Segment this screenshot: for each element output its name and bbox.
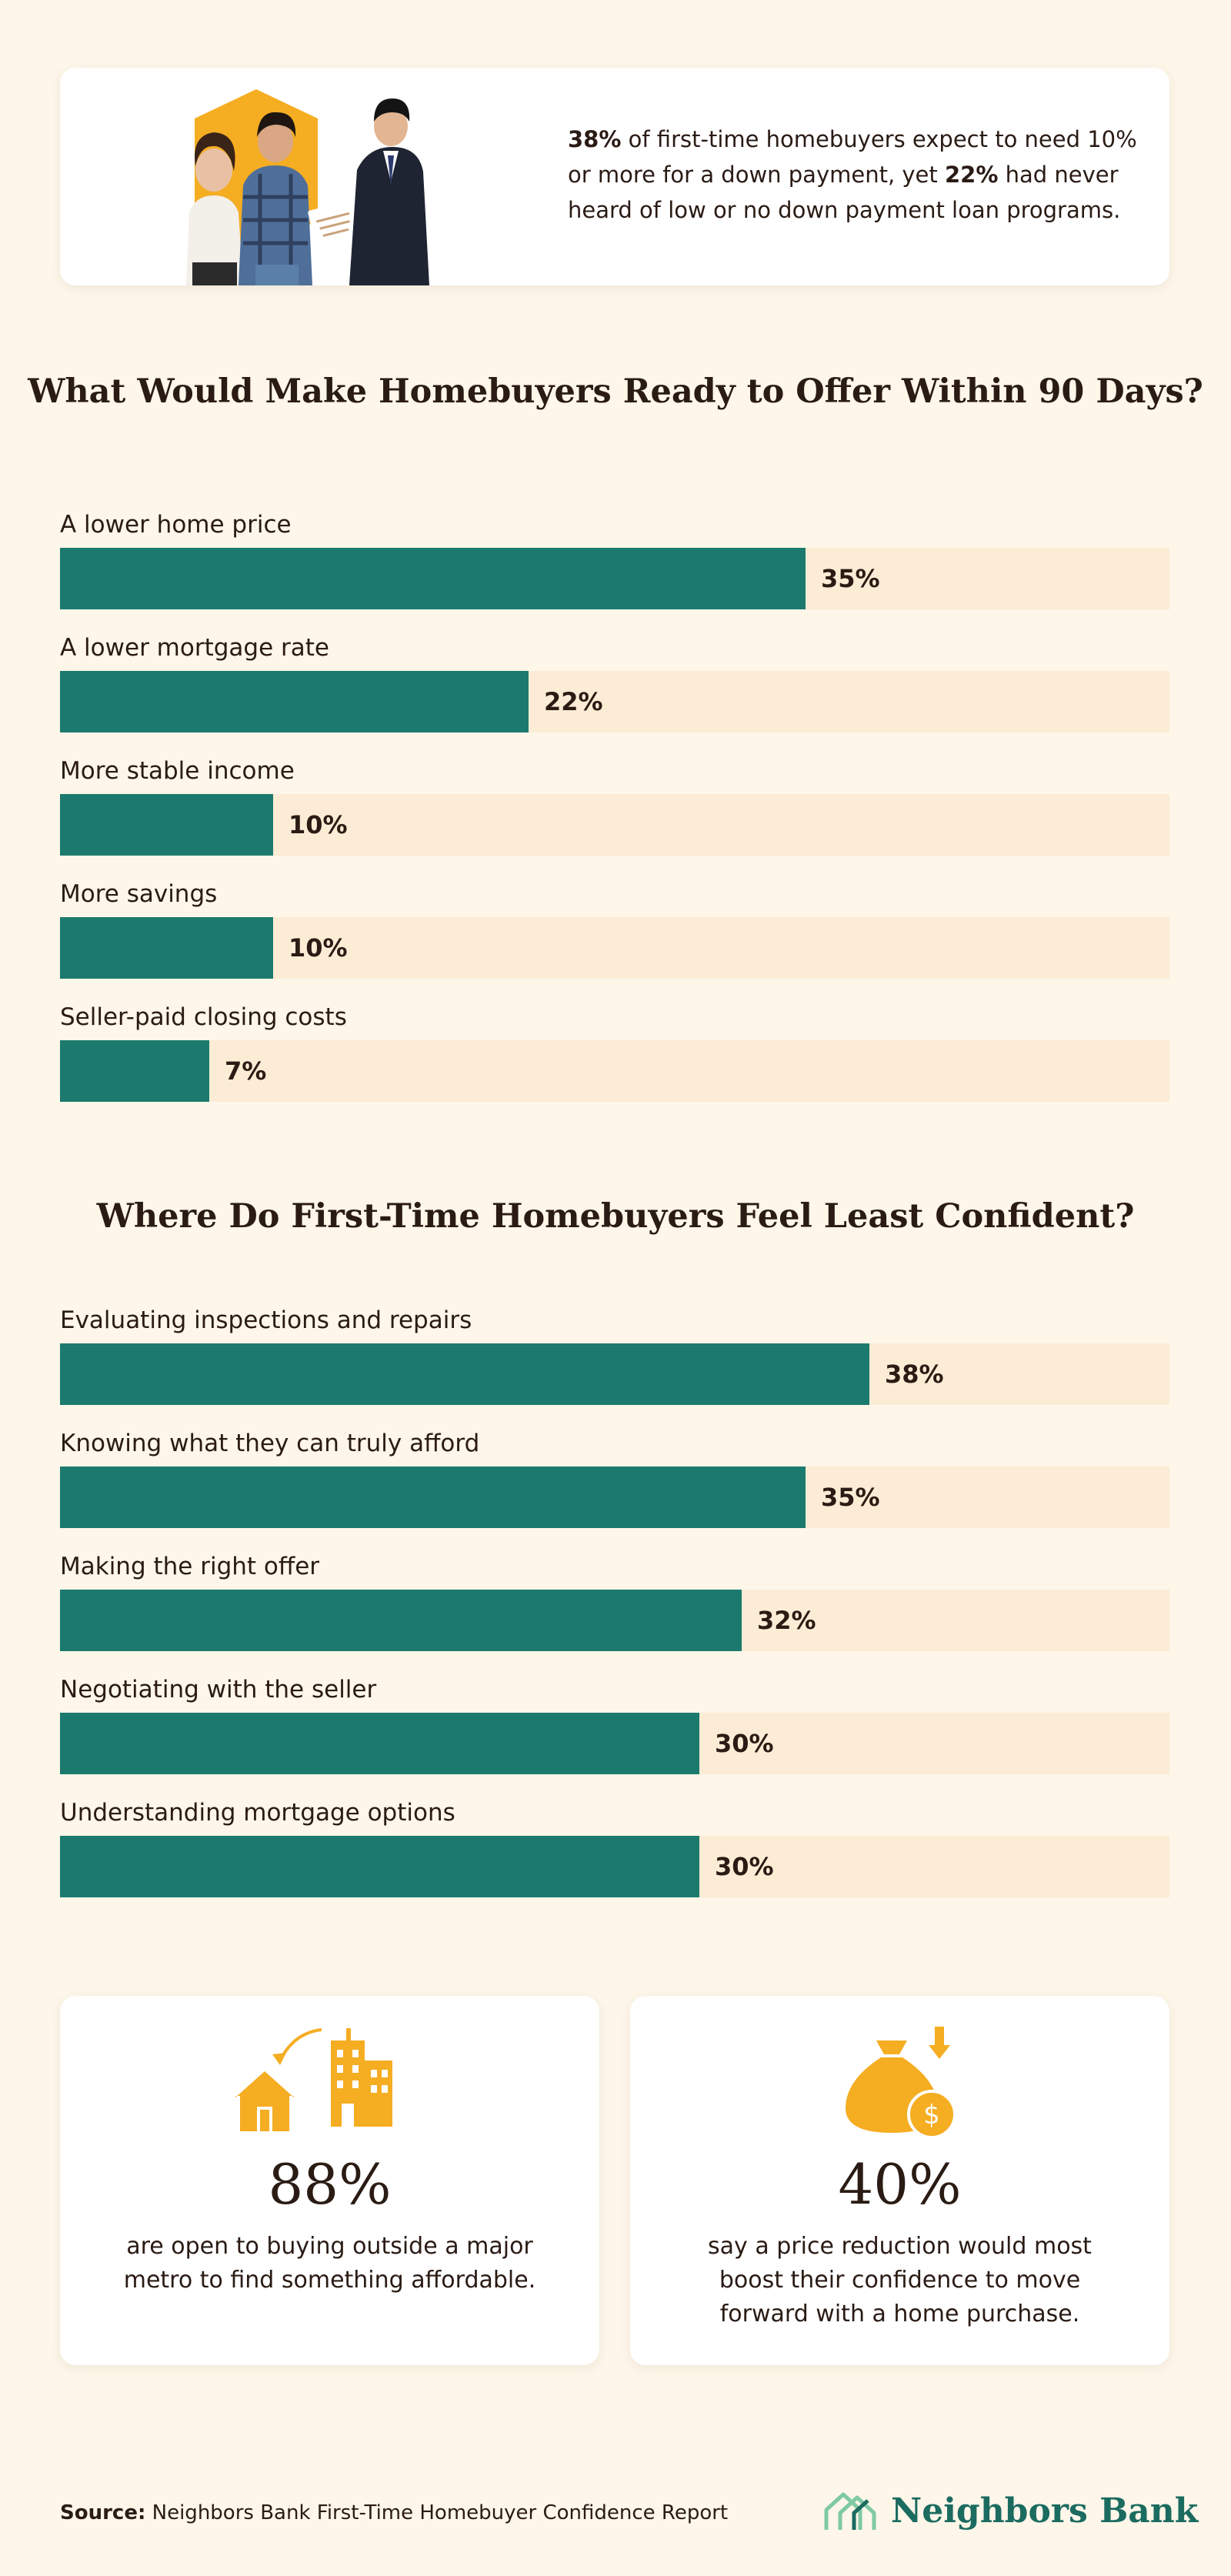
- intro-stat-down-payment: 38%: [568, 126, 622, 152]
- bar-track: 30%: [60, 1836, 1169, 1897]
- source-citation: Source: Neighbors Bank First-Time Homebu…: [60, 2499, 728, 2527]
- bar: [60, 1343, 869, 1405]
- stat-desc-price-reduction: say a price reduction would most boost t…: [708, 2233, 1092, 2327]
- house-logo-icon: [824, 2492, 876, 2530]
- bar-row: Seller-paid closing costs 7%: [60, 1002, 1169, 1102]
- bar-value-label: 35%: [821, 564, 880, 593]
- bar-label: More savings: [60, 880, 218, 908]
- bar-value-label: 30%: [715, 1729, 774, 1758]
- brand-logo: Neighbors Bank: [823, 2482, 1198, 2544]
- bar-label: Knowing what they can truly afford: [60, 1430, 480, 1457]
- bar-track: 10%: [60, 917, 1169, 979]
- source-label: Source:: [60, 2501, 146, 2524]
- bar-value-label: 10%: [289, 810, 348, 839]
- bar-track: 35%: [60, 548, 1169, 609]
- chart1-title: What Would Make Homebuyers Ready to Offe…: [28, 372, 1203, 411]
- bar: [60, 917, 273, 979]
- intro-stat-unaware: 22%: [944, 162, 999, 188]
- intro-text-part1: of first-time homebuyers expect to need …: [568, 126, 1137, 188]
- bar-row: A lower home price 35%: [60, 509, 1169, 609]
- bar: [60, 1713, 699, 1774]
- source-text: Neighbors Bank First-Time Homebuyer Conf…: [145, 2501, 729, 2524]
- bar-label: Negotiating with the seller: [60, 1676, 377, 1703]
- bar-row: More savings 10%: [60, 879, 1169, 979]
- brand-name: Neighbors Bank: [891, 2491, 1199, 2531]
- bar-row: Knowing what they can truly afford 35%: [60, 1428, 1169, 1528]
- intro-card: 38% of first-time homebuyers expect to n…: [60, 68, 1169, 285]
- bar-track: 32%: [60, 1590, 1169, 1651]
- bar-label: Seller-paid closing costs: [60, 1003, 347, 1031]
- intro-text: 38% of first-time homebuyers expect to n…: [568, 122, 1153, 228]
- chart2-bars: Evaluating inspections and repairs 38% Kno…: [60, 1305, 1169, 1905]
- stat-desc-metro: are open to buying outside a major metro…: [123, 2233, 536, 2294]
- bar: [60, 548, 806, 609]
- stat-card-metro: 88% are open to buying outside a major m…: [60, 1996, 599, 2365]
- chart1-bars: A lower home price 35% A lower mortgage ra…: [60, 509, 1169, 1109]
- bar: [60, 794, 273, 856]
- bar-label: More stable income: [60, 757, 295, 785]
- money-bag-price-drop-icon: $: [846, 2027, 956, 2139]
- bar-track: 7%: [60, 1040, 1169, 1102]
- intro-text-part2: had never heard of low or no down paymen…: [568, 162, 1121, 223]
- bar-row: More stable income 10%: [60, 756, 1169, 856]
- stat-card-price-reduction: $ 40% say a price reduction would most b…: [630, 1996, 1169, 2365]
- chart2-title: Where Do First-Time Homebuyers Feel Leas…: [96, 1197, 1135, 1236]
- bar: [60, 671, 529, 732]
- bar-value-label: 7%: [225, 1056, 267, 1086]
- bar: [60, 1836, 699, 1897]
- stat-value-price-reduction: 40%: [838, 2152, 962, 2217]
- bar-value-label: 30%: [715, 1852, 774, 1881]
- bar-label: Making the right offer: [60, 1553, 320, 1580]
- bar: [60, 1590, 742, 1651]
- stat-value-metro: 88%: [268, 2152, 392, 2217]
- bar: [60, 1040, 209, 1102]
- bar-value-label: 35%: [821, 1483, 880, 1512]
- bar-label: Understanding mortgage options: [60, 1799, 455, 1827]
- svg-text:$: $: [923, 2100, 940, 2131]
- bar-row: Making the right offer 32%: [60, 1551, 1169, 1651]
- bar: [60, 1467, 806, 1528]
- bar-label: A lower home price: [60, 511, 292, 539]
- bar-track: 35%: [60, 1467, 1169, 1528]
- bar-track: 22%: [60, 671, 1169, 732]
- bar-row: Negotiating with the seller 30%: [60, 1674, 1169, 1774]
- bar-track: 38%: [60, 1343, 1169, 1405]
- homebuyers-photo: [186, 89, 429, 285]
- bar-row: Evaluating inspections and repairs 38%: [60, 1305, 1169, 1405]
- bar-value-label: 10%: [289, 933, 348, 963]
- bar-track: 30%: [60, 1713, 1169, 1774]
- bar-value-label: 22%: [544, 687, 603, 716]
- bar-row: Understanding mortgage options 30%: [60, 1797, 1169, 1897]
- bar-label: Evaluating inspections and repairs: [60, 1306, 472, 1334]
- bar-row: A lower mortgage rate 22%: [60, 632, 1169, 732]
- house-and-city-icon: [235, 2028, 392, 2131]
- bar-track: 10%: [60, 794, 1169, 856]
- bar-value-label: 38%: [885, 1360, 944, 1389]
- bar-value-label: 32%: [757, 1606, 816, 1635]
- bar-label: A lower mortgage rate: [60, 634, 329, 662]
